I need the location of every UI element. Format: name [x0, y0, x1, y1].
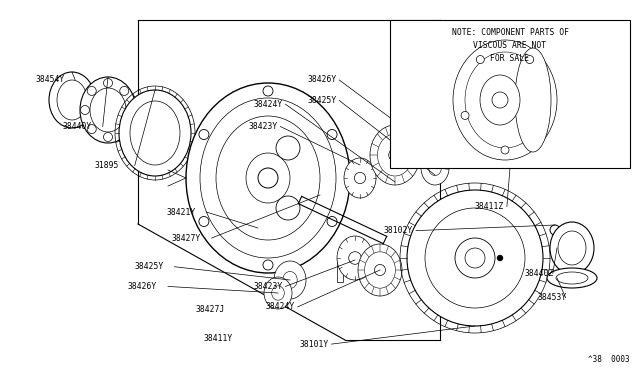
Text: 38454Y: 38454Y [35, 76, 65, 84]
Text: 31895: 31895 [95, 161, 119, 170]
Ellipse shape [480, 75, 520, 125]
Circle shape [199, 129, 209, 140]
Ellipse shape [550, 222, 594, 274]
Text: 38426Y: 38426Y [128, 282, 157, 291]
Ellipse shape [90, 88, 126, 132]
Ellipse shape [558, 231, 586, 265]
Ellipse shape [465, 52, 545, 148]
Circle shape [501, 146, 509, 154]
Ellipse shape [407, 190, 543, 326]
Circle shape [355, 172, 365, 184]
Text: 38453Y: 38453Y [538, 293, 567, 302]
Circle shape [349, 252, 362, 264]
Bar [337, 258, 343, 282]
Ellipse shape [272, 286, 284, 300]
Circle shape [465, 248, 485, 268]
Circle shape [87, 125, 96, 134]
Ellipse shape [337, 236, 373, 280]
Text: VISCOUS ARE NOT: VISCOUS ARE NOT [474, 41, 547, 50]
Ellipse shape [216, 116, 320, 240]
Ellipse shape [442, 149, 452, 161]
Circle shape [263, 260, 273, 270]
Text: 38424Y: 38424Y [266, 302, 295, 311]
Circle shape [127, 106, 136, 115]
Bar [390, 20, 630, 168]
Ellipse shape [453, 40, 557, 160]
Text: 38425Y: 38425Y [134, 262, 164, 271]
Circle shape [497, 255, 503, 261]
Circle shape [492, 92, 508, 108]
Ellipse shape [246, 153, 290, 203]
Text: 38102Y: 38102Y [384, 226, 413, 235]
Circle shape [388, 149, 401, 161]
Ellipse shape [186, 83, 350, 273]
Ellipse shape [283, 272, 297, 289]
Ellipse shape [425, 208, 525, 308]
Ellipse shape [57, 80, 87, 120]
Text: 38423Y: 38423Y [253, 282, 283, 291]
Circle shape [87, 86, 96, 95]
Circle shape [550, 225, 560, 235]
Ellipse shape [515, 48, 551, 152]
Circle shape [199, 217, 209, 227]
Ellipse shape [49, 72, 95, 128]
Ellipse shape [130, 101, 180, 165]
Text: 38411Z: 38411Z [475, 202, 504, 211]
Circle shape [327, 129, 337, 140]
Circle shape [374, 264, 385, 276]
Ellipse shape [274, 261, 306, 299]
Ellipse shape [556, 272, 588, 284]
Circle shape [120, 125, 129, 134]
Text: 38427J: 38427J [195, 305, 225, 314]
Circle shape [104, 132, 113, 141]
Ellipse shape [429, 160, 442, 176]
Circle shape [81, 106, 90, 115]
Circle shape [120, 86, 129, 95]
Text: 38427Y: 38427Y [172, 234, 201, 243]
Ellipse shape [378, 134, 413, 176]
Text: 38101Y: 38101Y [300, 340, 329, 349]
Ellipse shape [264, 277, 292, 309]
Circle shape [525, 55, 534, 64]
Circle shape [461, 112, 469, 119]
Text: 38424Y: 38424Y [253, 100, 283, 109]
Ellipse shape [435, 141, 459, 169]
Text: ^38  0003: ^38 0003 [588, 355, 630, 364]
Text: 38421Y: 38421Y [166, 208, 196, 217]
Ellipse shape [421, 151, 449, 185]
Text: NOTE: COMPONENT PARTS OF: NOTE: COMPONENT PARTS OF [451, 28, 568, 37]
Ellipse shape [200, 98, 336, 258]
Circle shape [258, 168, 278, 188]
Ellipse shape [547, 268, 597, 288]
Ellipse shape [365, 252, 396, 288]
Text: 38426Y: 38426Y [307, 76, 337, 84]
Text: FOR SALE: FOR SALE [490, 54, 529, 63]
Text: 38440Z: 38440Z [525, 269, 554, 278]
Ellipse shape [80, 77, 136, 143]
Text: 38440Y: 38440Y [63, 122, 92, 131]
Circle shape [104, 78, 113, 87]
Circle shape [276, 196, 300, 220]
Text: 38423Y: 38423Y [248, 122, 278, 131]
Circle shape [476, 55, 484, 64]
Ellipse shape [370, 125, 420, 185]
Ellipse shape [344, 158, 376, 198]
Text: 38411Y: 38411Y [204, 334, 233, 343]
Circle shape [263, 86, 273, 96]
Text: 38425Y: 38425Y [307, 96, 337, 105]
Ellipse shape [358, 244, 402, 296]
Ellipse shape [119, 90, 191, 176]
Circle shape [455, 238, 495, 278]
Circle shape [276, 136, 300, 160]
Circle shape [327, 217, 337, 227]
